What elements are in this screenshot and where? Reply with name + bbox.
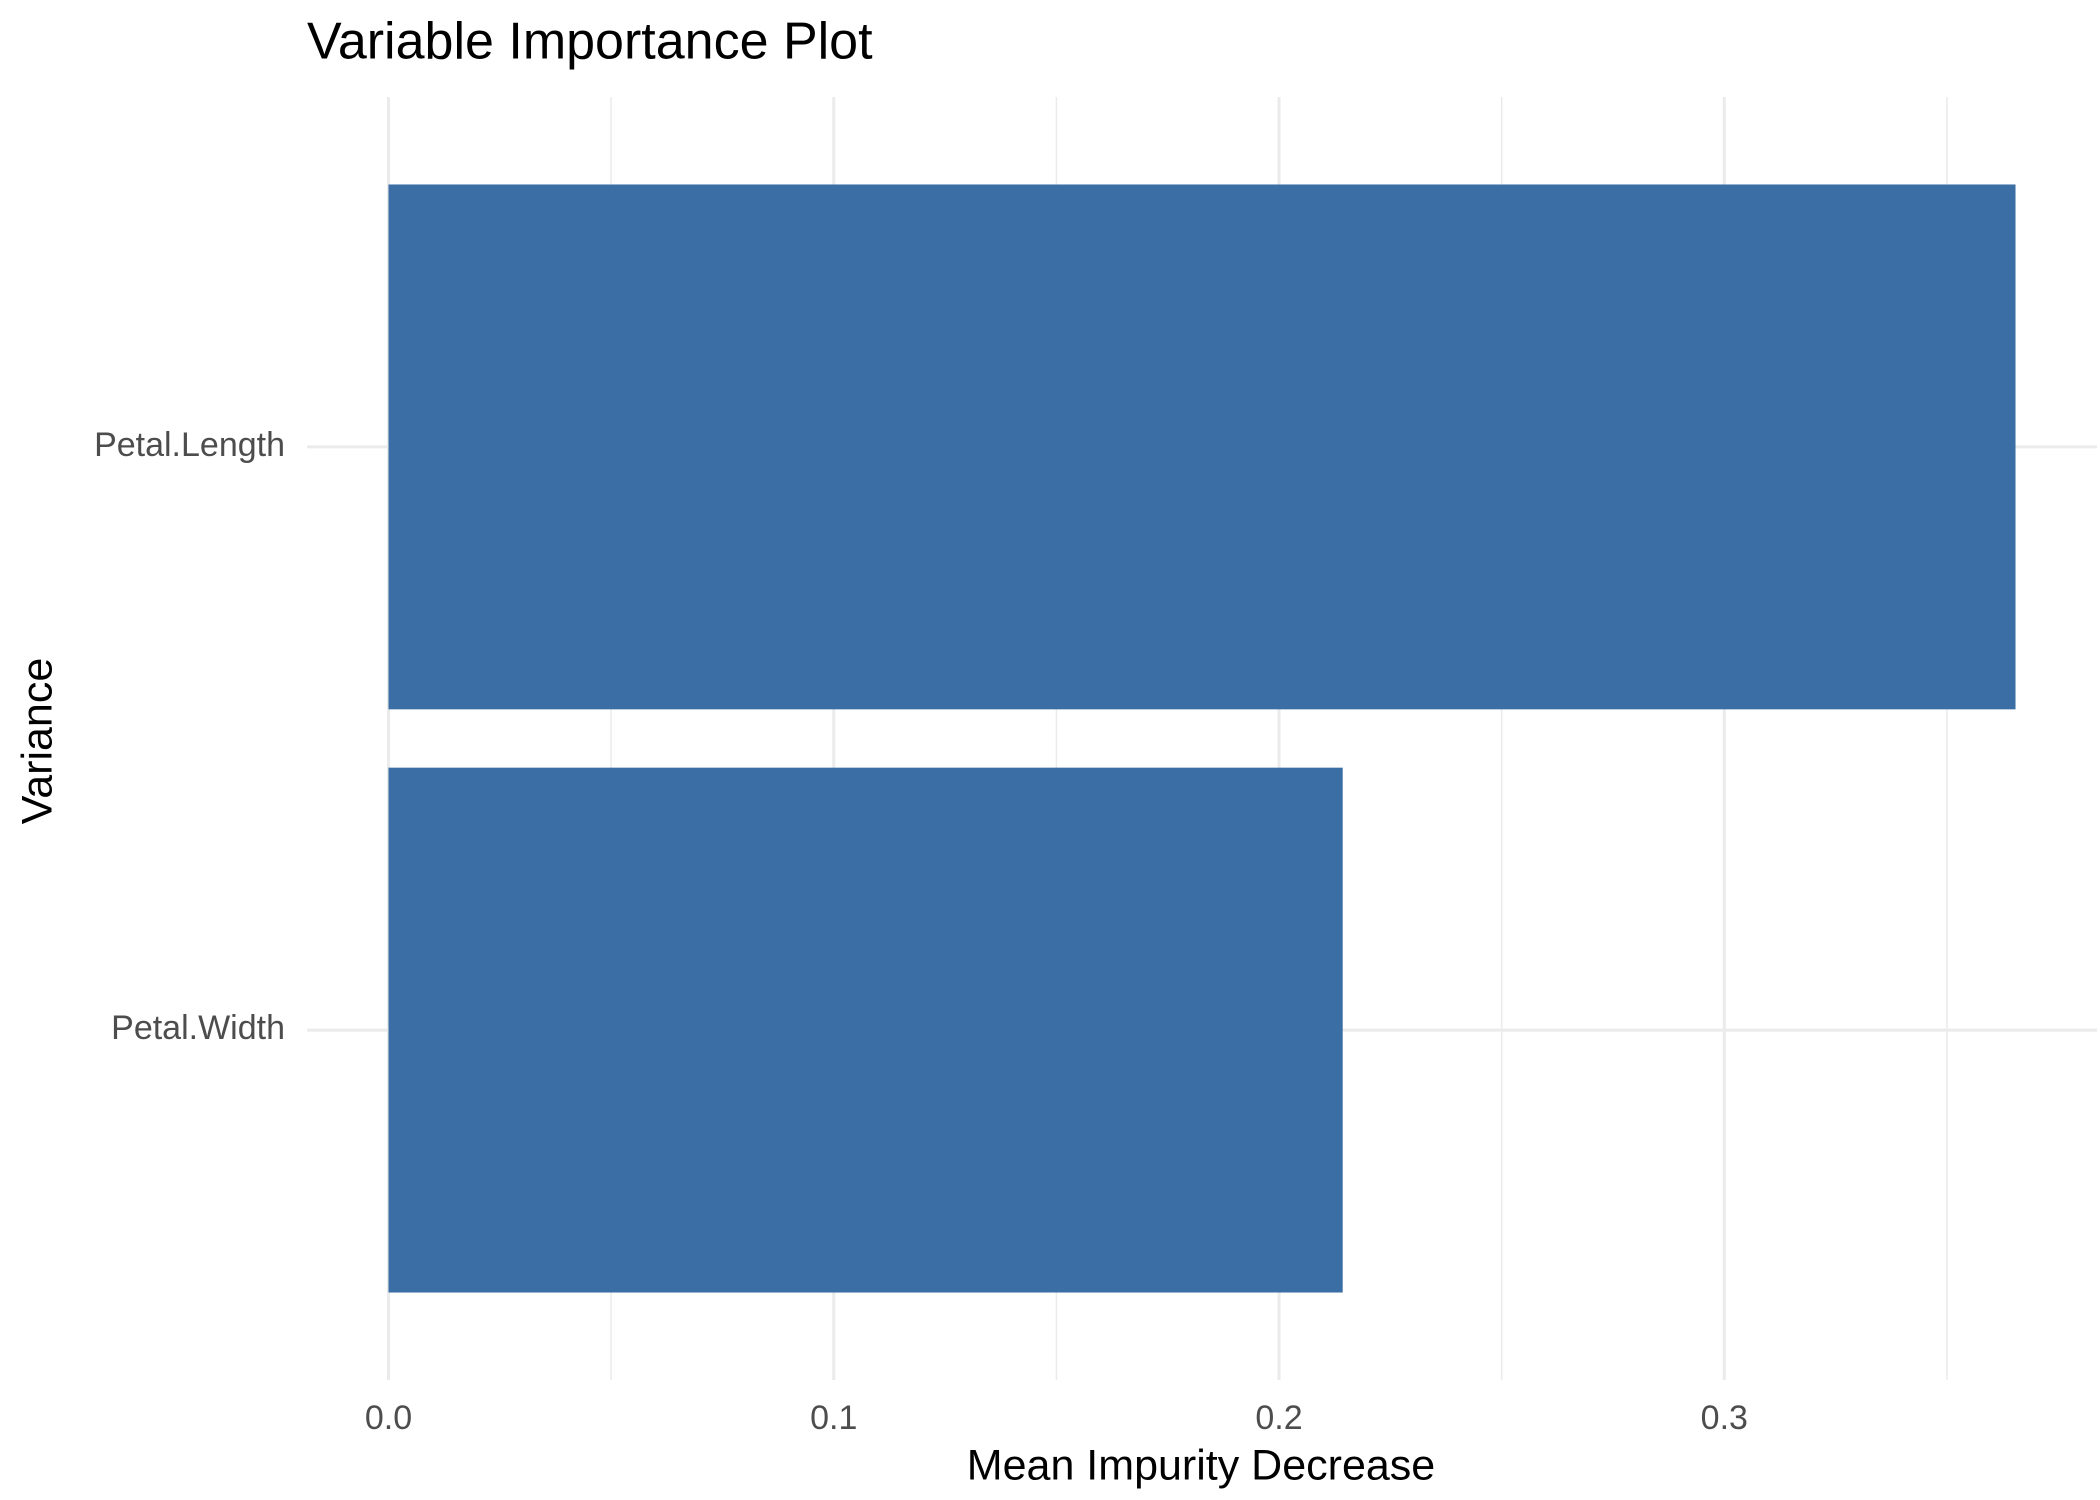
y-tick-label: Petal.Width <box>111 1009 285 1047</box>
bar <box>388 767 1343 1293</box>
x-tick-label: 0.0 <box>365 1399 412 1437</box>
x-tick-label: 0.3 <box>1701 1399 1748 1437</box>
x-tick-label: 0.1 <box>810 1399 857 1437</box>
bar <box>388 184 2016 710</box>
x-tick-label: 0.2 <box>1255 1399 1302 1437</box>
y-tick-label: Petal.Length <box>94 426 285 464</box>
y-axis-title: Variance <box>13 658 61 825</box>
chart-title: Variable Importance Plot <box>307 13 873 71</box>
x-axis-title: Mean Impurity Decrease <box>967 1441 1435 1489</box>
